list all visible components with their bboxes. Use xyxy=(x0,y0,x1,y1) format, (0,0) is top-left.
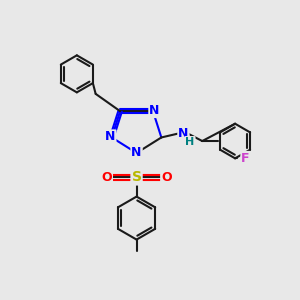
Text: N: N xyxy=(131,146,142,159)
Text: N: N xyxy=(105,130,116,143)
Text: N: N xyxy=(178,127,189,140)
Text: F: F xyxy=(241,152,250,165)
Text: S: S xyxy=(132,170,142,184)
Text: H: H xyxy=(185,137,195,147)
Text: O: O xyxy=(161,171,172,184)
Text: N: N xyxy=(149,104,160,117)
Text: O: O xyxy=(101,171,112,184)
